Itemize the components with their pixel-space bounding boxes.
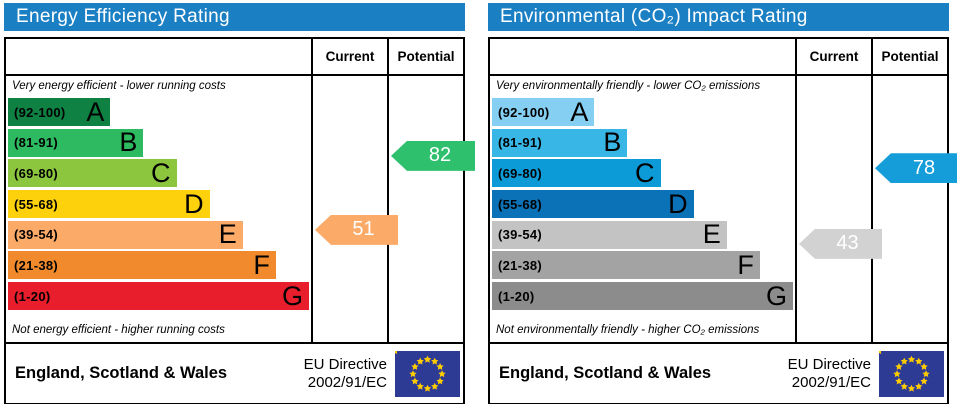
band-range-label: (69-80): [498, 165, 543, 181]
environmental-impact-table: Current Potential Very environmentally f…: [488, 37, 957, 344]
band-letter: C: [151, 157, 171, 188]
band-range-label: (21-38): [14, 257, 59, 273]
eu-flag-icon: [879, 350, 944, 397]
band-range-label: (81-91): [14, 135, 59, 151]
band-e: (39-54) E: [8, 219, 243, 250]
region-label: England, Scotland & Wales: [15, 364, 228, 382]
bottom-caption: Not energy efficient - higher running co…: [12, 324, 225, 336]
band-letter: B: [603, 127, 622, 158]
band-letter: G: [281, 280, 303, 311]
band-f: (21-38) F: [492, 249, 760, 280]
band-d: (55-68) D: [8, 188, 210, 219]
band-range-label: (92-100): [498, 104, 550, 120]
current-column-header: Current: [809, 49, 859, 64]
current-rating-arrow: 51: [315, 214, 398, 245]
eu-directive-line2: 2002/91/EC: [791, 373, 871, 391]
band-g: (1-20) G: [8, 280, 309, 311]
band-range-label: (39-54): [14, 227, 59, 243]
header-row-divider: [6, 74, 463, 76]
band-letter: A: [570, 96, 589, 127]
region-label: England, Scotland & Wales: [499, 364, 712, 382]
band-b: (81-91) B: [8, 127, 144, 158]
band-e: (39-54) E: [492, 219, 727, 250]
rating-scale: (92-100) A (81-91) B (69-80) C (55-68) D (39-54)…: [492, 96, 793, 311]
band-range-label: (39-54): [498, 227, 543, 243]
band-letter: G: [765, 280, 787, 311]
band-letter: D: [184, 188, 204, 219]
band-letter: B: [119, 127, 138, 158]
band-letter: F: [253, 249, 270, 280]
band-b: (81-91) B: [492, 127, 628, 158]
band-letter: E: [702, 219, 721, 250]
band-range-label: (21-38): [498, 257, 543, 273]
eu-directive-line1: EU Directive: [787, 356, 871, 374]
band-letter: E: [218, 219, 237, 250]
potential-rating-arrow: 78: [875, 153, 957, 184]
potential-column-header: Potential: [397, 49, 455, 64]
eu-directive-label: EU Directive 2002/91/EC: [304, 356, 387, 391]
eu-flag-icon: [395, 350, 460, 397]
band-letter: F: [737, 249, 754, 280]
current-rating-arrow: 43: [799, 228, 882, 259]
band-range-label: (69-80): [14, 165, 59, 181]
band-range-label: (1-20): [14, 288, 51, 304]
band-c: (69-80) C: [8, 157, 177, 188]
potential-column-divider: [387, 39, 389, 342]
band-f: (21-38) F: [8, 249, 276, 280]
environmental-impact-title: Environmental (CO₂) Impact Rating: [488, 3, 949, 31]
rating-scale: (92-100) A (81-91) B (69-80) C (55-68) D (39-54)…: [8, 96, 309, 311]
environmental-impact-panel: Environmental (CO₂) Impact Rating Curren…: [488, 3, 957, 404]
bottom-caption: Not environmentally friendly - higher CO…: [496, 324, 760, 336]
band-range-label: (55-68): [498, 196, 543, 212]
band-letter: A: [86, 96, 105, 127]
band-letter: D: [668, 188, 688, 219]
eu-directive-line2: 2002/91/EC: [307, 373, 387, 391]
energy-efficiency-panel: Energy Efficiency Rating Current Potenti…: [4, 3, 475, 404]
band-letter: C: [635, 157, 655, 188]
band-range-label: (55-68): [14, 196, 59, 212]
panel-footer: England, Scotland & Wales EU Directive 2…: [4, 344, 465, 404]
band-c: (69-80) C: [492, 157, 661, 188]
band-d: (55-68) D: [492, 188, 694, 219]
panel-footer: England, Scotland & Wales EU Directive 2…: [488, 344, 949, 404]
header-row-divider: [490, 74, 947, 76]
potential-column-divider: [871, 39, 873, 342]
band-a: (92-100) A: [492, 96, 595, 127]
energy-efficiency-title: Energy Efficiency Rating: [4, 3, 465, 31]
potential-rating-arrow: 82: [391, 140, 475, 171]
current-column-divider: [311, 39, 313, 342]
current-column-divider: [795, 39, 797, 342]
band-range-label: (81-91): [498, 135, 543, 151]
band-g: (1-20) G: [492, 280, 793, 311]
band-range-label: (92-100): [14, 104, 66, 120]
potential-column-header: Potential: [881, 49, 939, 64]
eu-directive-label: EU Directive 2002/91/EC: [788, 356, 871, 391]
energy-efficiency-table: Current Potential Very energy efficient …: [4, 37, 475, 344]
eu-directive-line1: EU Directive: [303, 356, 387, 374]
top-caption: Very environmentally friendly - lower CO…: [496, 80, 761, 92]
top-caption: Very energy efficient - lower running co…: [12, 80, 226, 92]
band-a: (92-100) A: [8, 96, 111, 127]
current-column-header: Current: [325, 49, 375, 64]
band-range-label: (1-20): [498, 288, 535, 304]
